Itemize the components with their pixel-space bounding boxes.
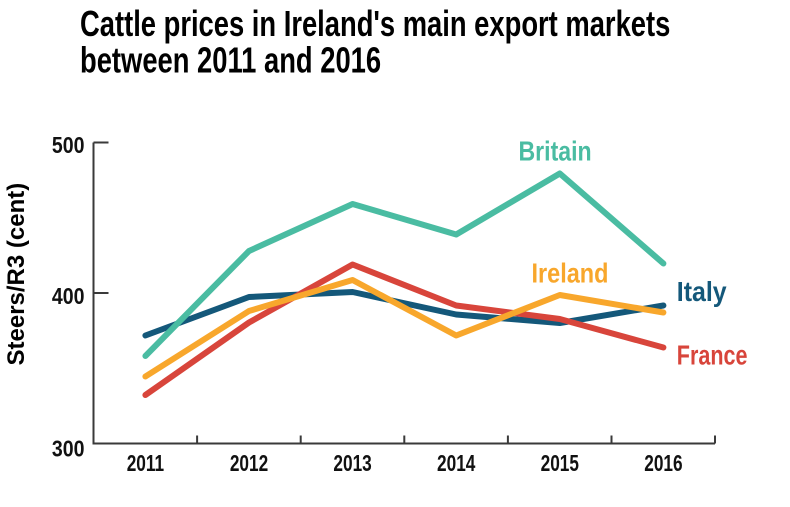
svg-text:2013: 2013 [333, 452, 371, 477]
svg-text:Italy: Italy [677, 275, 727, 307]
svg-text:2015: 2015 [541, 452, 579, 477]
svg-text:2016: 2016 [644, 452, 682, 477]
svg-text:Steers/R3 (cent): Steers/R3 (cent) [3, 183, 30, 366]
svg-text:2012: 2012 [230, 452, 268, 477]
svg-text:2011: 2011 [127, 452, 164, 477]
svg-text:400: 400 [52, 284, 85, 310]
svg-text:500: 500 [52, 132, 85, 158]
svg-text:Ireland: Ireland [532, 259, 609, 289]
svg-text:Britain: Britain [519, 136, 592, 167]
svg-text:300: 300 [52, 436, 85, 462]
svg-text:between 2011 and 2016: between 2011 and 2016 [80, 40, 381, 81]
svg-text:France: France [677, 340, 748, 371]
svg-text:Cattle prices in Ireland's mai: Cattle prices in Ireland's main export m… [80, 3, 670, 44]
svg-text:2014: 2014 [437, 452, 476, 477]
